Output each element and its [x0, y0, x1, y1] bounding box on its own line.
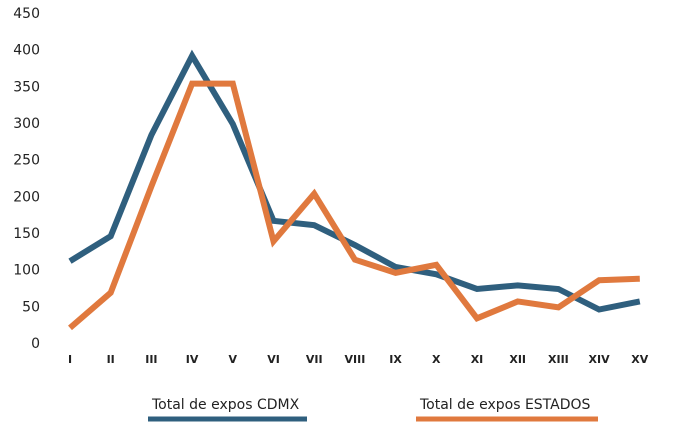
x-tick-label: XV — [631, 353, 648, 366]
x-tick-label: V — [229, 353, 238, 366]
x-tick-label: I — [68, 353, 72, 366]
y-tick-label: 250 — [13, 153, 40, 169]
x-tick-label: XI — [471, 353, 484, 366]
x-tick-label: VIII — [345, 353, 366, 366]
x-tick-label: III — [145, 353, 157, 366]
x-tick-label: VII — [306, 353, 323, 366]
x-tick-label: XII — [509, 353, 526, 366]
legend-label: Total de expos ESTADOS — [419, 397, 591, 413]
y-tick-label: 150 — [13, 226, 40, 242]
y-tick-label: 100 — [13, 263, 40, 279]
x-tick-label: IV — [186, 353, 199, 366]
y-tick-label: 350 — [13, 79, 40, 95]
x-tick-label: XIV — [589, 353, 611, 366]
y-tick-label: 200 — [13, 189, 40, 205]
y-tick-label: 400 — [13, 43, 40, 59]
x-tick-label: II — [107, 353, 115, 366]
y-tick-label: 0 — [31, 336, 40, 352]
y-tick-label: 300 — [13, 116, 40, 132]
x-tick-label: X — [432, 353, 441, 366]
x-tick-label: IX — [389, 353, 402, 366]
x-tick-label: VI — [267, 353, 280, 366]
line-series — [68, 80, 640, 331]
y-tick-label: 450 — [13, 6, 40, 22]
y-tick-label: 50 — [22, 299, 40, 315]
line-series — [68, 49, 641, 313]
x-tick-label: XIII — [548, 353, 569, 366]
legend-label: Total de expos CDMX — [151, 397, 300, 413]
